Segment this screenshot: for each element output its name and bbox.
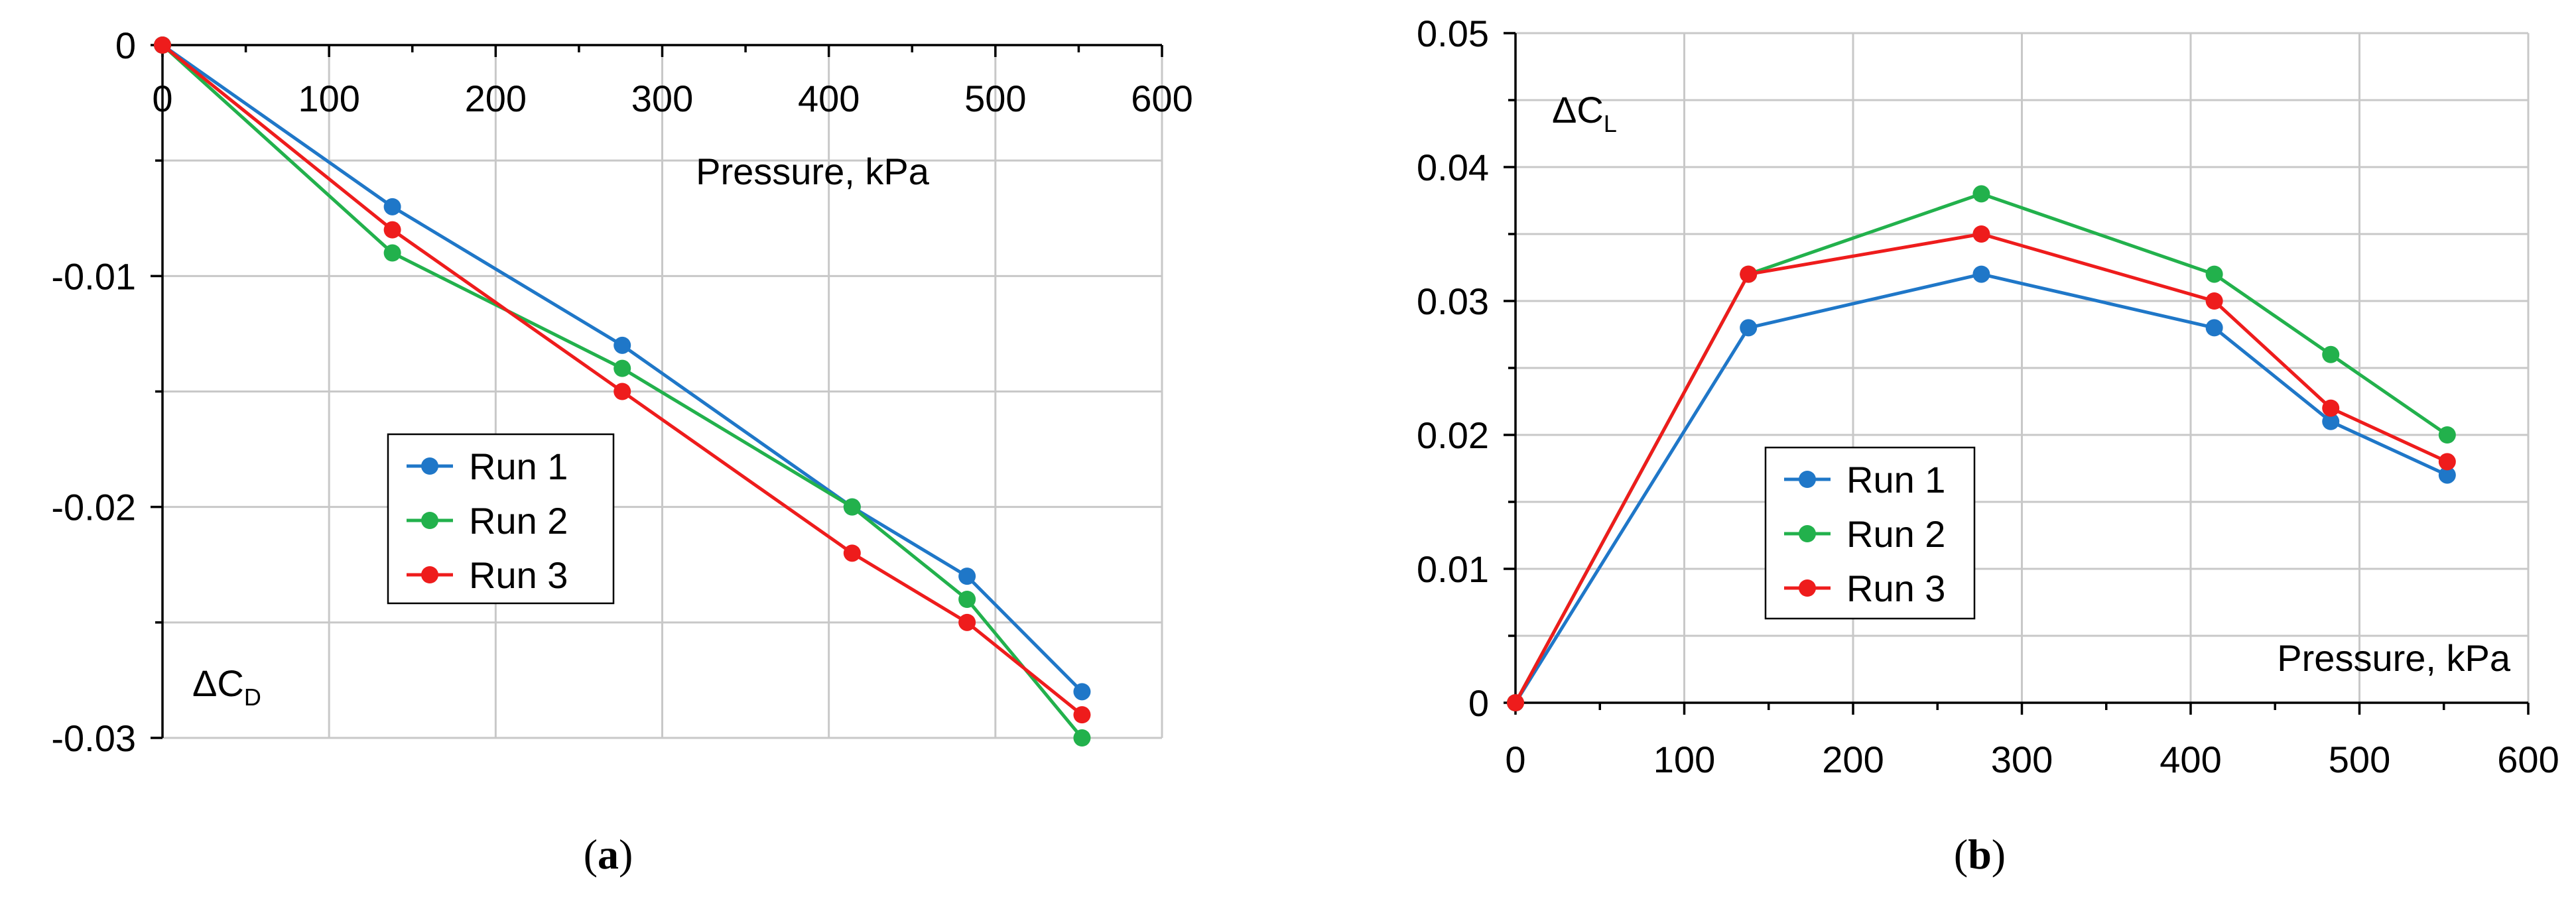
data-point xyxy=(2205,292,2223,310)
subfigure-caption: (b) xyxy=(1954,831,2006,878)
data-point xyxy=(154,36,171,54)
legend-label: Run 2 xyxy=(1846,513,1945,555)
x-tick-label: 400 xyxy=(2159,739,2221,780)
data-point xyxy=(613,359,631,377)
x-tick-label: 300 xyxy=(631,78,693,119)
data-point xyxy=(1073,706,1091,724)
x-tick-label: 0 xyxy=(1505,739,1525,780)
data-point xyxy=(2205,265,2223,283)
series-line xyxy=(1513,232,2448,704)
chart-b: 0 100 200 300 400 500 600 0 0.01 0.02 0.03 0.04 0.05… xyxy=(1417,13,2559,878)
legend-label: Run 1 xyxy=(1846,459,1945,501)
legend-label: Run 3 xyxy=(469,554,568,596)
series-3 xyxy=(154,36,1091,724)
series-line xyxy=(1513,272,2448,704)
data-point xyxy=(958,591,976,608)
x-axis-label: Pressure, kPa xyxy=(696,150,930,192)
data-point xyxy=(2322,412,2340,430)
x-tick-label: 400 xyxy=(798,78,860,119)
y-tick-label: 0.01 xyxy=(1417,548,1489,590)
data-point xyxy=(613,336,631,354)
data-point xyxy=(1972,225,1990,243)
data-point xyxy=(2205,319,2223,337)
data-point xyxy=(2438,466,2456,484)
data-point xyxy=(613,383,631,400)
data-point xyxy=(1740,319,1758,337)
data-point xyxy=(383,221,401,239)
data-point xyxy=(383,198,401,215)
y-tick-label: -0.03 xyxy=(51,717,136,759)
x-axis-label: Pressure, kPa xyxy=(2277,637,2511,679)
y-tick-label: -0.01 xyxy=(51,255,136,297)
legend-swatch-marker xyxy=(421,512,438,529)
data-point xyxy=(1073,683,1091,701)
data-point xyxy=(1073,729,1091,747)
y-tick-label: 0.04 xyxy=(1417,147,1489,188)
y-tick-label: 0 xyxy=(115,25,136,66)
legend-swatch-marker xyxy=(1799,525,1816,542)
y-tick-label: 0.02 xyxy=(1417,414,1489,456)
data-point xyxy=(1972,265,1990,283)
legend-swatch-marker xyxy=(1799,471,1816,488)
y-tick-label: 0.03 xyxy=(1417,280,1489,322)
x-tick-label: 200 xyxy=(465,78,527,119)
data-point xyxy=(383,244,401,262)
data-point xyxy=(2438,426,2456,444)
x-tick-label: 600 xyxy=(2497,739,2559,780)
series-line xyxy=(161,44,1084,739)
data-point xyxy=(2322,399,2340,417)
legend-swatch-marker xyxy=(421,566,438,583)
series-line xyxy=(161,43,1084,693)
x-tick-label: 100 xyxy=(298,78,359,119)
data-point xyxy=(958,568,976,585)
y-axis-label: ΔCL xyxy=(1552,89,1617,137)
x-tick-label: 500 xyxy=(2329,739,2390,780)
x-tick-label: 600 xyxy=(1131,78,1192,119)
y-tick-label: 0.05 xyxy=(1417,13,1489,54)
subfigure-caption: (a) xyxy=(584,831,633,878)
data-point xyxy=(2438,453,2456,471)
legend: Run 1 Run 2 Run 3 xyxy=(387,433,615,605)
series-line xyxy=(161,44,1084,717)
x-tick-label: 500 xyxy=(964,78,1026,119)
y-tick-label: 0 xyxy=(1468,682,1489,724)
legend-swatch-marker xyxy=(421,457,438,475)
legend-label: Run 1 xyxy=(469,446,568,487)
legend-label: Run 2 xyxy=(469,500,568,542)
x-tick-label: 300 xyxy=(1991,739,2053,780)
series-3 xyxy=(1507,225,2456,711)
x-tick-label: 100 xyxy=(1653,739,1715,780)
data-point xyxy=(958,613,976,631)
data-point xyxy=(843,498,861,516)
y-axis-label: ΔCD xyxy=(192,662,261,711)
legend: Run 1 Run 2 Run 3 xyxy=(1764,446,1976,620)
series-2 xyxy=(1507,185,2456,711)
data-point xyxy=(2322,345,2340,363)
data-point xyxy=(1972,185,1990,203)
x-tick-label: 200 xyxy=(1822,739,1884,780)
chart-a: 0 100 200 300 400 500 600 0 -0.01 -0.02 -0.03 Press… xyxy=(51,25,1192,878)
data-point xyxy=(843,544,861,562)
legend-swatch-marker xyxy=(1799,579,1816,597)
data-point xyxy=(1507,694,1524,711)
data-point xyxy=(1740,265,1758,283)
y-tick-label: -0.02 xyxy=(51,487,136,528)
legend-label: Run 3 xyxy=(1846,568,1945,609)
x-tick-label: 0 xyxy=(152,78,172,119)
